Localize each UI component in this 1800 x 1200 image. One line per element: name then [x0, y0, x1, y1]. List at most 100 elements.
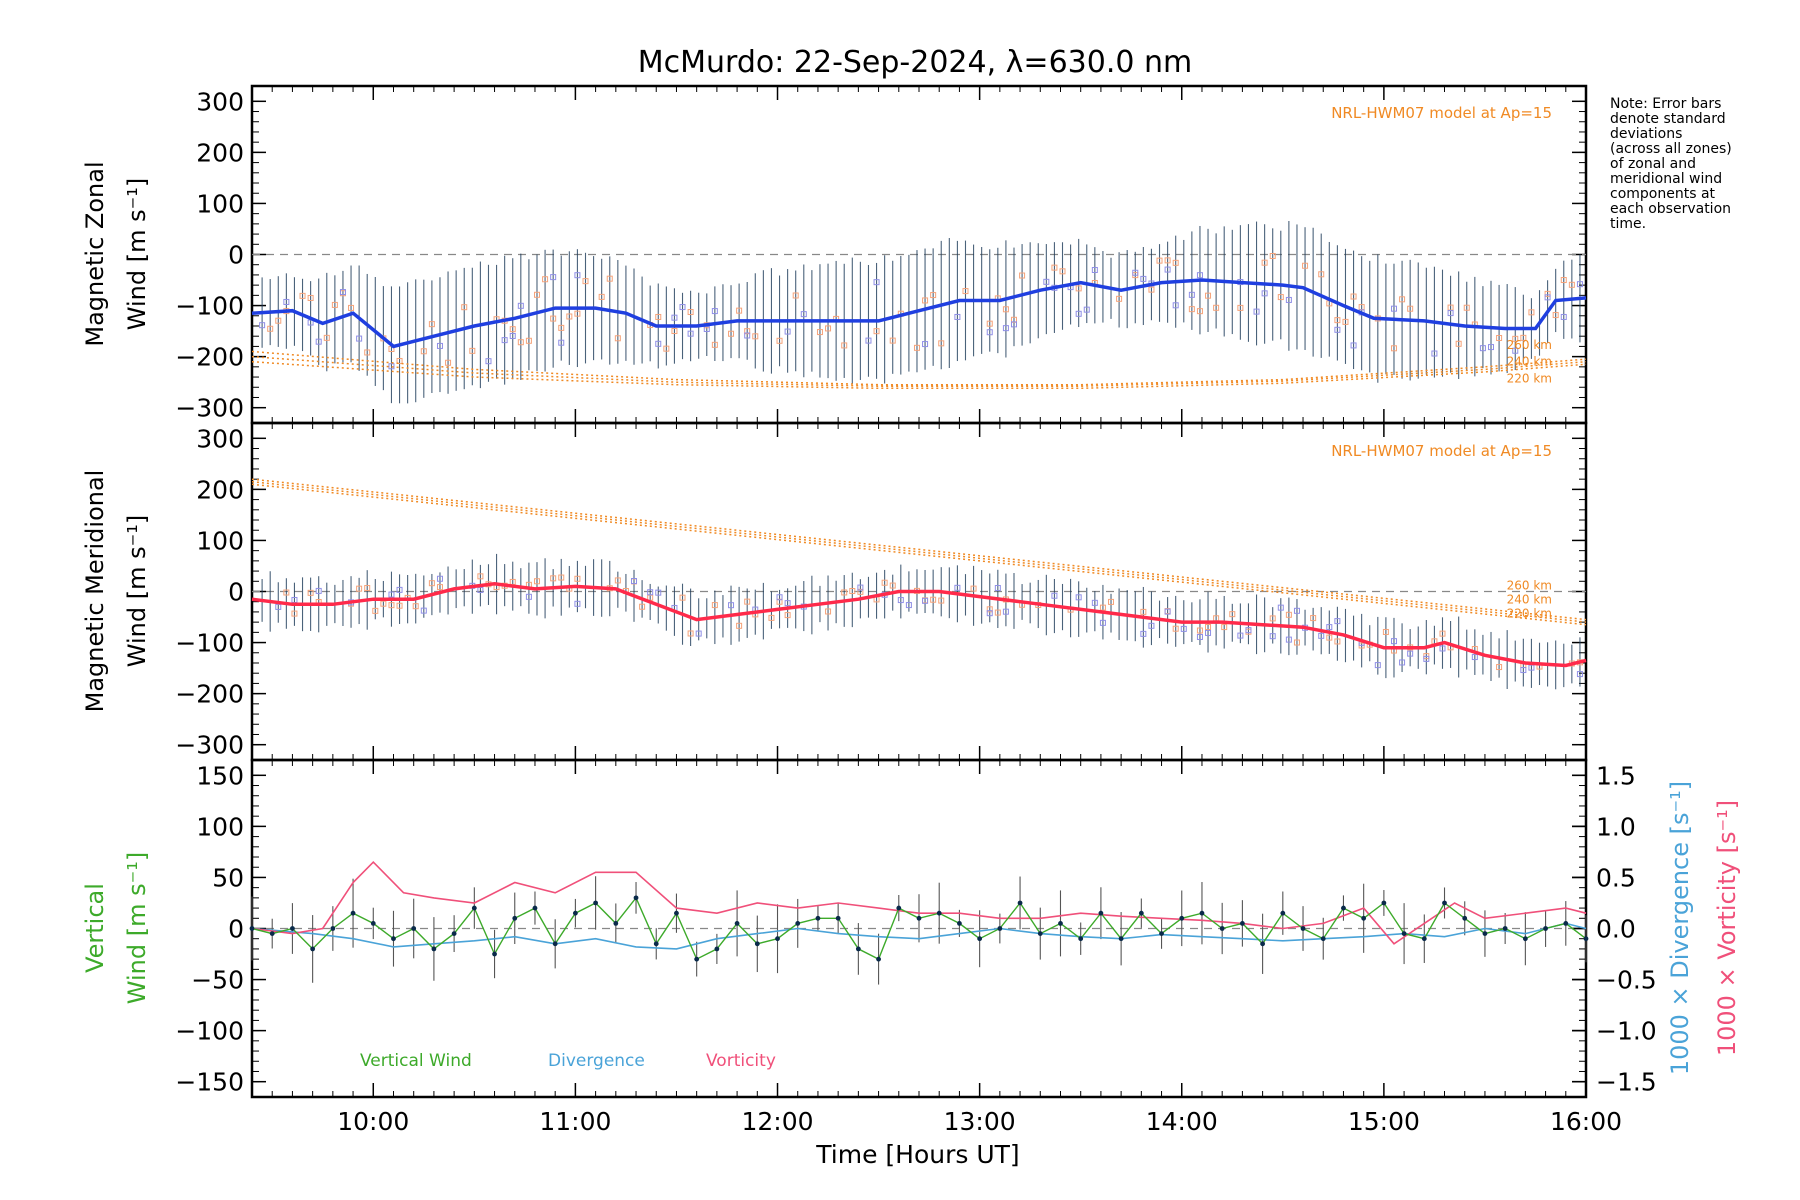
zone-point	[825, 325, 832, 332]
vertical-wind-point	[1522, 936, 1528, 942]
y-tick-label: 150	[196, 761, 244, 790]
vertical-wind-point	[1017, 900, 1023, 906]
zone-point	[647, 589, 654, 596]
zone-point	[857, 588, 864, 595]
zone-point	[436, 342, 443, 349]
zone-point	[1156, 257, 1163, 264]
zone-point	[364, 349, 371, 356]
y-tick-label: 0	[228, 578, 244, 607]
zone-point	[1399, 296, 1406, 303]
y-tick-label: 300	[196, 87, 244, 116]
vertical-wind-point	[572, 910, 578, 916]
zone-point	[1560, 277, 1567, 284]
zone-point	[1407, 650, 1414, 657]
zone-point	[396, 357, 403, 364]
zone-point	[485, 358, 492, 365]
zone-point	[533, 291, 540, 298]
altitude-label: 220 km	[1507, 371, 1552, 385]
vertical-wind-point	[1260, 941, 1266, 947]
zone-point	[784, 612, 791, 619]
vertical-wind-point	[411, 926, 417, 931]
zone-point	[768, 614, 775, 621]
zone-point	[1261, 290, 1268, 297]
zone-point	[857, 584, 864, 591]
zone-point	[1196, 633, 1203, 640]
zonal-model-label: NRL-HWM07 model at Ap=15	[1331, 104, 1552, 122]
vertical-wind-point	[512, 915, 518, 921]
zone-point	[582, 278, 589, 285]
vertical-wind-point	[1058, 920, 1063, 926]
vertical-wind-point	[734, 920, 740, 926]
model-line	[251, 480, 1587, 623]
zone-point	[307, 589, 314, 596]
zone-point	[1172, 625, 1179, 632]
zone-point	[1576, 281, 1583, 288]
zone-point	[525, 337, 532, 344]
zone-point	[873, 279, 880, 286]
right-y-tick-label: 0.5	[1596, 863, 1636, 892]
zone-point	[1237, 304, 1244, 311]
vertical-wind-point	[1300, 926, 1306, 931]
y-tick-label: −100	[175, 292, 244, 321]
zone-point	[1382, 628, 1389, 635]
vertical-wind-point	[896, 905, 902, 911]
zone-point	[1277, 294, 1284, 301]
zone-point	[558, 574, 565, 581]
right-y-tick-label: 1.5	[1596, 761, 1636, 790]
zone-point	[841, 342, 848, 349]
zone-point	[816, 329, 823, 336]
vertical-wind-point	[835, 915, 841, 921]
zone-point	[655, 340, 662, 347]
vertical-wind-point	[593, 900, 599, 906]
zone-point	[784, 600, 791, 607]
zone-point	[542, 276, 549, 283]
vertical-wind-point	[1421, 936, 1427, 942]
zone-point	[1269, 253, 1276, 260]
vertical-wind-point	[1482, 931, 1488, 937]
model-line	[251, 360, 1587, 390]
vertical-wind-point	[1462, 915, 1468, 921]
zone-point	[1180, 625, 1187, 632]
zone-point	[348, 304, 355, 311]
zone-point	[1059, 268, 1066, 275]
y-tick-label: −200	[175, 680, 244, 709]
zone-point	[1196, 272, 1203, 279]
vertical-wind-point	[1442, 900, 1447, 906]
right-y-tick-label: −1.0	[1596, 1017, 1657, 1046]
zone-point	[1496, 664, 1503, 671]
y-tick-label: 300	[196, 424, 244, 453]
zone-point	[1091, 266, 1098, 273]
zone-point	[1010, 321, 1017, 328]
zone-point	[517, 339, 524, 346]
divergence-line	[251, 922, 1587, 950]
zone-point	[1334, 638, 1341, 645]
vertical-wind-point	[1239, 920, 1245, 926]
zone-point	[1285, 636, 1292, 643]
vertical-wind-point	[471, 905, 477, 911]
altitude-label: 260 km	[1507, 579, 1552, 593]
vertical-wind-point	[1138, 910, 1144, 916]
zone-point	[1455, 340, 1462, 347]
meridional-ylabel-line2: Wind [m s⁻¹]	[123, 515, 151, 667]
zone-point	[841, 589, 848, 596]
vorticity-line	[251, 860, 1587, 945]
zone-point	[566, 313, 573, 320]
vertical-wind-point	[957, 920, 962, 926]
zone-point	[1164, 257, 1171, 264]
zone-point	[1293, 607, 1300, 614]
zone-point	[1390, 345, 1397, 352]
zone-point	[517, 302, 524, 309]
mean-wind-line	[251, 278, 1587, 349]
vertical-wind-point	[997, 926, 1003, 931]
vertical-wind-point	[1199, 910, 1205, 916]
zone-point	[1213, 304, 1220, 311]
vertical-wind-point	[310, 946, 316, 952]
zone-point	[356, 585, 363, 592]
vertical-wind-point	[1159, 931, 1164, 937]
zone-point	[1019, 272, 1026, 279]
zone-point	[728, 602, 735, 609]
zone-point	[299, 292, 306, 299]
zone-point	[639, 603, 646, 610]
zone-point	[1108, 598, 1115, 605]
vertical-wind-point	[977, 936, 983, 942]
